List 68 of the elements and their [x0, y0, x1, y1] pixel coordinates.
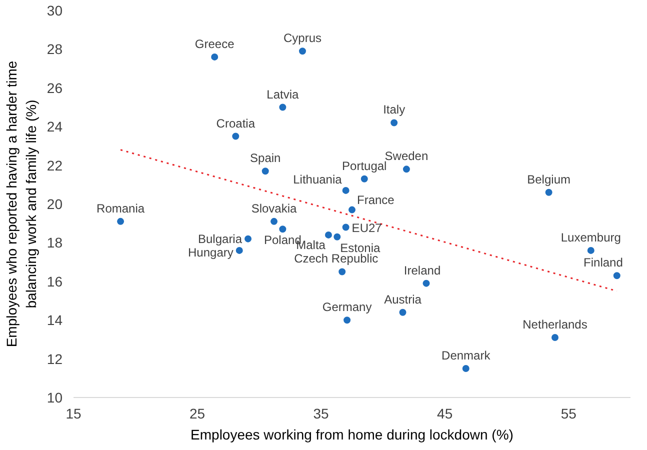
y-tick-label: 28 [46, 41, 63, 58]
point [270, 218, 278, 225]
point [342, 224, 350, 231]
annotation: Hungary [188, 245, 234, 260]
annotation: Finland [584, 256, 623, 270]
annotation: Italy [383, 102, 406, 117]
x-tick-label: 25 [189, 406, 206, 422]
point [324, 231, 332, 238]
x-tick-label: 15 [66, 406, 82, 422]
point [298, 48, 306, 55]
point [422, 280, 430, 287]
annotation: Slovakia [251, 201, 298, 216]
point [551, 334, 558, 342]
annotation: Latvia [266, 87, 300, 102]
annotation: Lithuania [293, 172, 342, 186]
annotation: Ireland [404, 263, 441, 278]
point [360, 175, 368, 182]
point [348, 206, 356, 214]
point [236, 246, 243, 254]
y-tick-label: 26 [46, 80, 63, 96]
y-tick-label: 12 [46, 350, 63, 367]
y-tick-label: 24 [46, 118, 63, 135]
annotation: Netherlands [522, 318, 588, 332]
x-tick-label: 35 [313, 406, 330, 422]
annotation: Sweden [384, 149, 428, 164]
y-tick-label: 16 [46, 273, 63, 290]
annotation: Belgium [527, 172, 570, 186]
annotation: Bulgaria [198, 232, 242, 246]
annotation: Greece [194, 36, 235, 51]
point [211, 53, 218, 60]
point [338, 268, 346, 276]
annotation: Denmark [442, 348, 492, 362]
y-tick-label: 20 [46, 196, 63, 212]
point [334, 233, 341, 240]
y-tick-label: 14 [46, 312, 63, 328]
point [279, 226, 286, 233]
point [232, 132, 240, 140]
annotation: France [357, 192, 395, 207]
y-tick-label: 18 [46, 234, 63, 251]
point [613, 272, 620, 280]
annotation: Croatia [216, 116, 256, 130]
x-tick-label: 55 [560, 406, 577, 422]
annotation: Austria [384, 292, 422, 306]
x-axis-title: Employees working from home during lockdown (%) [190, 426, 514, 442]
annotation: EU27 [352, 221, 382, 236]
annotation: Spain [250, 151, 281, 166]
y-axis-title: Employees who reported having a harder time balancing work and family life (%) [4, 60, 39, 348]
point [462, 364, 470, 372]
annotation: Portugal [342, 158, 387, 173]
point [262, 168, 269, 175]
point [117, 218, 124, 225]
point [545, 188, 552, 196]
point [402, 166, 410, 173]
y-tick-label: 22 [46, 157, 63, 174]
annotation: Romania [96, 201, 145, 216]
point [390, 119, 398, 126]
point [399, 308, 406, 316]
point [344, 316, 351, 324]
point [587, 246, 594, 254]
point [279, 104, 286, 111]
annotation: Cyprus [283, 31, 322, 46]
y-tick-label: 10 [46, 390, 63, 406]
x-tick-label: 45 [437, 406, 453, 422]
point [342, 186, 350, 194]
point [244, 235, 252, 242]
y-tick-label: 30 [46, 2, 63, 18]
annotation: Luxemburg [560, 230, 621, 244]
annotation: Germany [322, 300, 372, 314]
